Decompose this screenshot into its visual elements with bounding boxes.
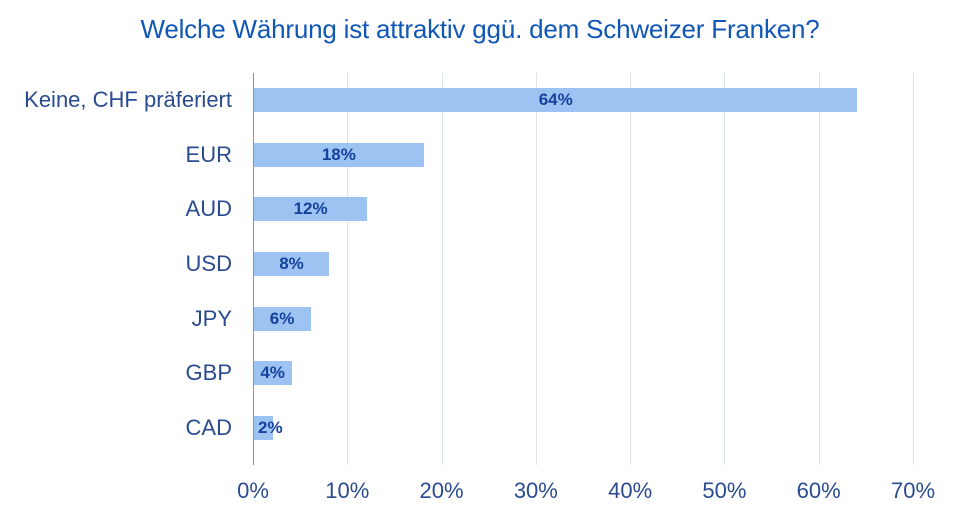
- bar: [254, 252, 330, 276]
- x-axis-tick-label: 10%: [325, 478, 370, 503]
- category-label: Keine, CHF präferiert: [24, 87, 232, 113]
- chart-title: Welche Währung ist attraktiv ggü. dem Sc…: [140, 14, 820, 44]
- category-label: JPY: [191, 305, 232, 331]
- bar: [254, 415, 273, 440]
- category-label: USD: [185, 251, 232, 276]
- x-axis-tick-label: 30%: [513, 478, 558, 503]
- category-label: EUR: [185, 141, 232, 167]
- bar: [254, 306, 311, 331]
- bar: [254, 197, 368, 222]
- bar-value-label: 2%: [258, 417, 283, 437]
- y-axis-line: [253, 73, 254, 465]
- bar-value-label: 18%: [321, 144, 356, 164]
- x-axis-tick-label: 0%: [237, 478, 269, 503]
- x-gridline: [818, 73, 820, 465]
- bar: [254, 88, 858, 113]
- x-gridline: [441, 73, 443, 465]
- x-axis-tick-label: 70%: [890, 478, 936, 503]
- bar-value-label: 4%: [260, 363, 285, 383]
- bar-value-label: 12%: [293, 199, 328, 219]
- bar-value-label: 64%: [538, 90, 573, 110]
- bar-value-label: 8%: [279, 254, 304, 273]
- x-gridline: [630, 73, 632, 465]
- x-gridline: [535, 73, 537, 465]
- bar: [254, 361, 292, 386]
- bar-value-label: 6%: [269, 308, 295, 328]
- x-axis-tick-label: 20%: [419, 478, 464, 503]
- bar: [254, 142, 424, 167]
- x-axis-tick-label: 40%: [608, 478, 653, 503]
- category-label: GBP: [185, 360, 232, 386]
- category-label: CAD: [185, 414, 232, 440]
- category-label: AUD: [185, 196, 232, 222]
- x-gridline: [347, 73, 349, 465]
- x-axis-tick-label: 60%: [796, 478, 841, 503]
- x-axis-tick-label: 50%: [702, 478, 747, 503]
- x-gridline: [913, 73, 914, 465]
- x-gridline: [724, 73, 726, 465]
